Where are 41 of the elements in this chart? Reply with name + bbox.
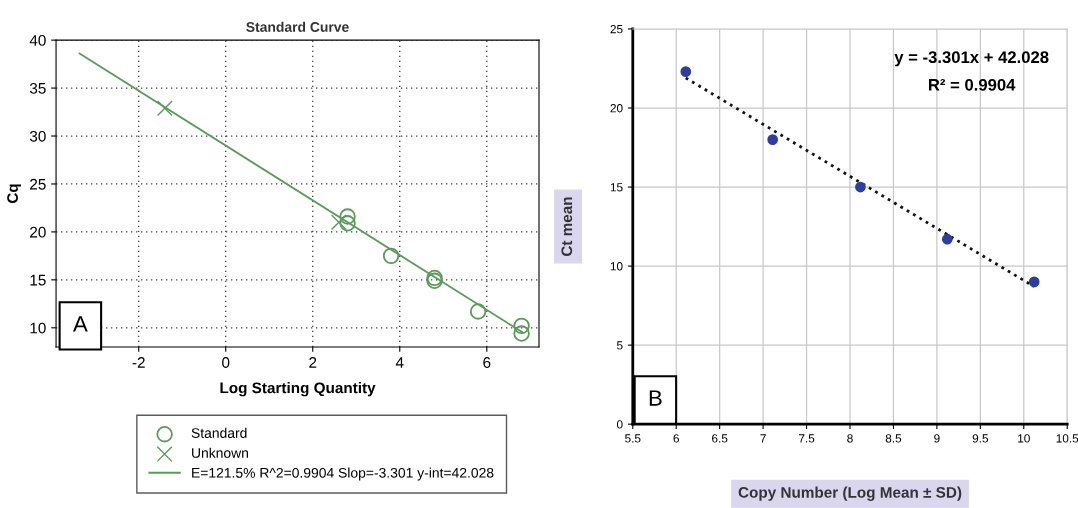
- y-tick-label: 15: [30, 274, 46, 286]
- y-tick-label: 35: [29, 82, 46, 94]
- x-tick-label: 9.5: [972, 434, 989, 443]
- y-tick-label: 15: [610, 183, 623, 192]
- annotation: y = -3.301x + 42.028: [894, 51, 1049, 67]
- legend-label: Unknown: [192, 447, 248, 458]
- y-tick-label: 10: [30, 322, 46, 334]
- y-tick-label: 25: [610, 24, 623, 34]
- y-tick-label: 30: [29, 130, 46, 142]
- chart-title: Standard Curve: [246, 21, 349, 32]
- x-tick-label: 4: [395, 357, 404, 368]
- y-tick-label: 10: [610, 262, 623, 271]
- annotation: R² = 0.9904: [928, 78, 1016, 91]
- y-axis-title: Cq: [7, 184, 22, 204]
- y-tick-label: 0: [616, 420, 623, 429]
- x-tick-label: -2: [132, 357, 145, 368]
- y-tick-label: 5: [616, 341, 623, 350]
- annotation: A: [73, 316, 88, 332]
- legend-label: Standard: [191, 427, 247, 438]
- annotation: B: [649, 390, 662, 406]
- x-tick-label: 6: [483, 357, 491, 368]
- x-tick-label: 10.5: [1056, 434, 1078, 443]
- y-tick-label: 40: [29, 35, 46, 46]
- y-axis-title: Ct mean: [561, 197, 573, 257]
- x-axis-title: Copy Number (Log Mean ± SD): [738, 486, 962, 501]
- x-tick-label: 5.5: [625, 434, 641, 443]
- x-tick-label: 6: [673, 434, 679, 443]
- x-tick-label: 8: [847, 434, 853, 443]
- x-tick-label: 0: [222, 357, 230, 368]
- y-tick-label: 20: [30, 226, 46, 238]
- x-tick-label: 9: [934, 434, 940, 443]
- x-tick-label: 7.5: [798, 434, 815, 443]
- y-tick-label: 20: [610, 104, 623, 113]
- legend-label: E=121.5% R^2=0.9904 Slop=-3.301 y-int=42.028: [192, 467, 494, 481]
- x-axis-title: Log Starting Quantity: [220, 382, 376, 397]
- x-tick-label: 10: [1018, 434, 1030, 443]
- x-tick-label: 8.5: [885, 434, 902, 443]
- x-tick-label: 7: [760, 434, 766, 443]
- x-tick-label: 6.5: [712, 434, 728, 443]
- x-tick-label: 2: [309, 357, 317, 368]
- y-tick-label: 25: [30, 178, 46, 190]
